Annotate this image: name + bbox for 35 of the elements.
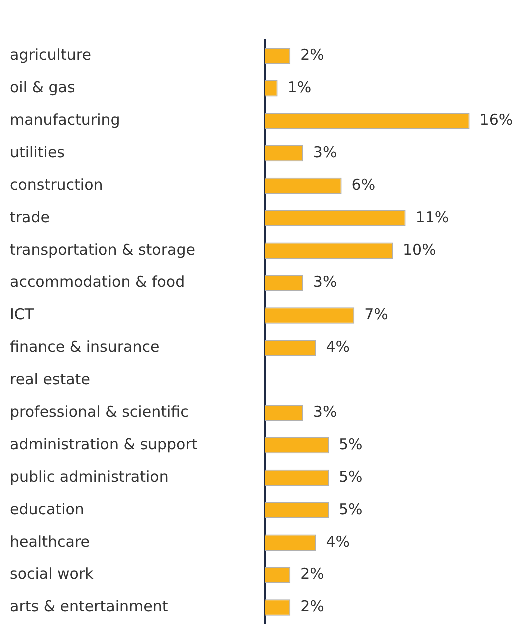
y-tick-label: professional & scientific bbox=[10, 403, 189, 421]
y-tick-label: transportation & storage bbox=[10, 240, 196, 259]
y-tick-label: agriculture bbox=[10, 46, 92, 64]
data-label: 6% bbox=[352, 176, 376, 194]
data-label: 2% bbox=[300, 565, 324, 584]
y-tick-label: public administration bbox=[10, 468, 169, 486]
data-label: 10% bbox=[403, 240, 436, 259]
data-label: 11% bbox=[416, 208, 450, 226]
y-tick-label: accommodation & food bbox=[10, 273, 186, 292]
data-label: 1% bbox=[288, 78, 312, 97]
data-label: 16% bbox=[480, 111, 514, 129]
y-tick-label: finance & insurance bbox=[10, 338, 160, 356]
y-tick-label: arts & entertainment bbox=[10, 598, 168, 616]
data-label: 2% bbox=[300, 598, 324, 616]
data-label: 5% bbox=[339, 435, 363, 454]
y-tick-label: construction bbox=[10, 176, 104, 194]
data-label: 5% bbox=[339, 468, 363, 486]
y-tick-label: oil & gas bbox=[10, 78, 76, 97]
data-label: 3% bbox=[313, 143, 338, 162]
data-label: 4% bbox=[326, 338, 350, 356]
y-tick-label: healthcare bbox=[10, 532, 90, 551]
data-label: 3% bbox=[313, 403, 338, 421]
y-tick-label: ICT bbox=[10, 306, 35, 324]
data-label: 5% bbox=[339, 500, 363, 518]
y-tick-label: education bbox=[10, 500, 84, 518]
data-label: 4% bbox=[326, 532, 350, 551]
y-tick-label: manufacturing bbox=[10, 111, 120, 129]
data-label: 7% bbox=[364, 306, 388, 324]
y-tick-label: real estate bbox=[10, 370, 90, 389]
y-tick-label: administration & support bbox=[10, 435, 198, 454]
data-label: 3% bbox=[313, 273, 338, 292]
y-tick-label: social work bbox=[10, 565, 94, 584]
data-label: 2% bbox=[300, 46, 324, 64]
y-tick-label: trade bbox=[10, 208, 50, 226]
y-tick-label: utilities bbox=[10, 143, 66, 162]
